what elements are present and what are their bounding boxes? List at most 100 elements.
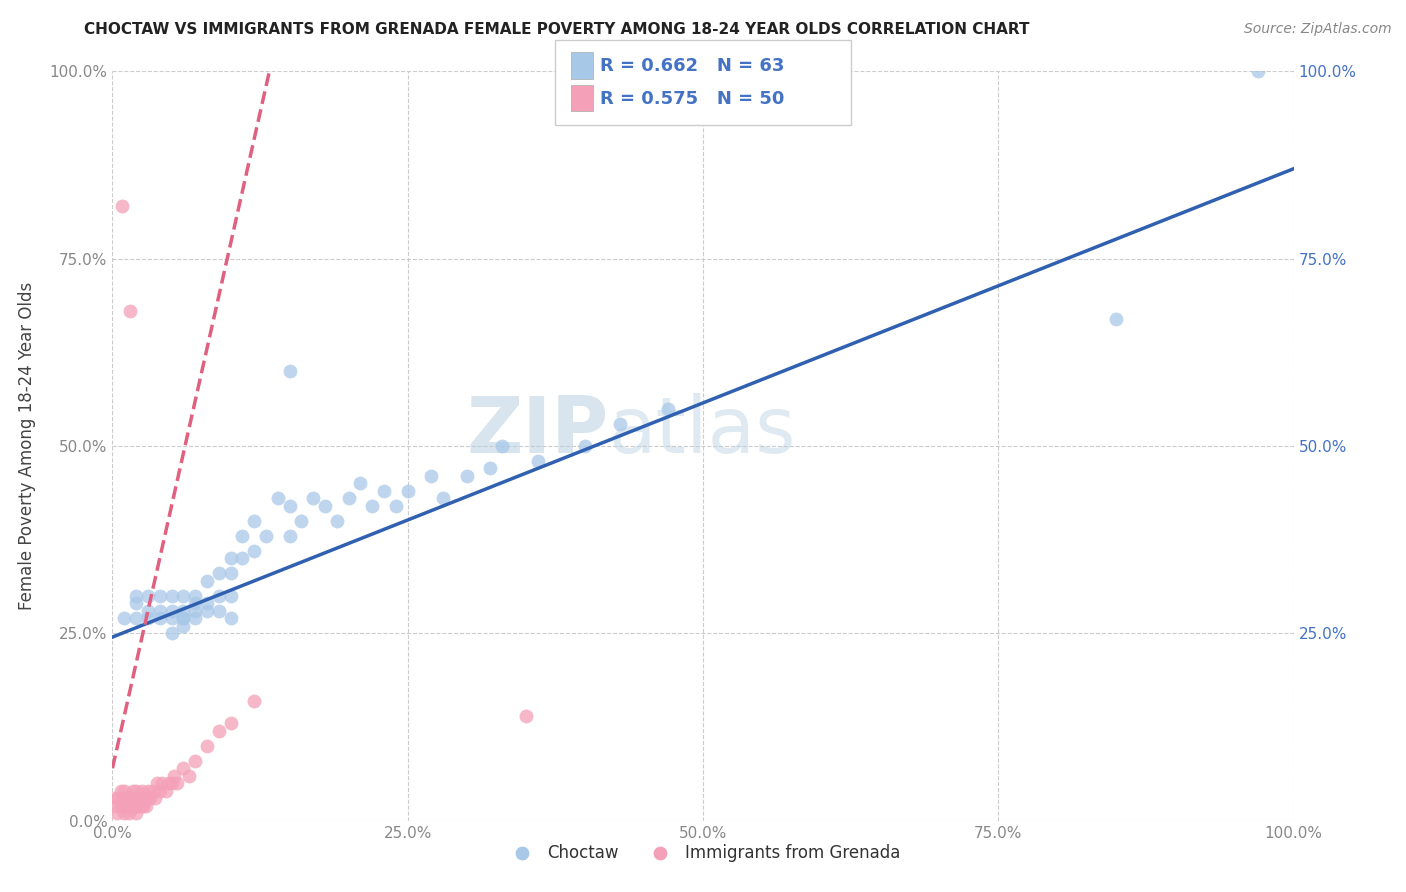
Text: ZIP: ZIP xyxy=(467,393,609,469)
Point xyxy=(160,604,183,618)
Point xyxy=(112,791,135,805)
Point xyxy=(243,694,266,708)
Point xyxy=(208,566,231,581)
Point xyxy=(160,611,183,625)
Point xyxy=(122,798,145,813)
Point xyxy=(184,754,207,768)
Point xyxy=(115,798,138,813)
Point xyxy=(172,761,194,775)
Point xyxy=(149,783,172,797)
Point xyxy=(231,529,253,543)
Point xyxy=(136,791,159,805)
Point xyxy=(254,529,277,543)
Text: R = 0.575   N = 50: R = 0.575 N = 50 xyxy=(600,90,785,108)
Point xyxy=(125,798,148,813)
Point xyxy=(149,611,172,625)
Point xyxy=(456,469,478,483)
Point xyxy=(491,439,513,453)
Point xyxy=(124,791,146,805)
Point xyxy=(184,611,207,625)
Point xyxy=(125,589,148,603)
Point xyxy=(231,551,253,566)
Point xyxy=(117,791,139,805)
Point xyxy=(172,589,194,603)
Point xyxy=(136,604,159,618)
Point xyxy=(125,611,148,625)
Point xyxy=(160,589,183,603)
Point xyxy=(136,589,159,603)
Point xyxy=(104,791,127,805)
Point xyxy=(127,798,149,813)
Point xyxy=(219,716,242,731)
Point xyxy=(146,776,169,790)
Point xyxy=(278,529,301,543)
Point xyxy=(150,776,173,790)
Point xyxy=(139,791,162,805)
Point xyxy=(219,551,242,566)
Point xyxy=(107,791,129,805)
Point xyxy=(657,401,679,416)
Point xyxy=(195,574,218,588)
Point xyxy=(128,791,150,805)
Point xyxy=(136,611,159,625)
Point xyxy=(125,783,148,797)
Point xyxy=(267,491,290,506)
Point xyxy=(112,806,135,821)
Point xyxy=(208,589,231,603)
Text: CHOCTAW VS IMMIGRANTS FROM GRENADA FEMALE POVERTY AMONG 18-24 YEAR OLDS CORRELAT: CHOCTAW VS IMMIGRANTS FROM GRENADA FEMAL… xyxy=(84,22,1029,37)
Point xyxy=(396,483,419,498)
Point xyxy=(432,491,454,506)
Point xyxy=(326,514,349,528)
Point xyxy=(302,491,325,506)
Point xyxy=(373,483,395,498)
Point xyxy=(172,611,194,625)
Point xyxy=(195,596,218,610)
Point xyxy=(172,611,194,625)
Point xyxy=(337,491,360,506)
Point xyxy=(112,798,135,813)
Point xyxy=(420,469,443,483)
Point xyxy=(385,499,408,513)
Point xyxy=(160,776,183,790)
Point xyxy=(111,199,134,213)
Point xyxy=(243,544,266,558)
Point xyxy=(361,499,384,513)
Point xyxy=(110,783,132,797)
Point xyxy=(135,798,157,813)
Point xyxy=(526,454,548,468)
Point xyxy=(208,604,231,618)
Point xyxy=(105,806,128,821)
Text: R = 0.662   N = 63: R = 0.662 N = 63 xyxy=(600,57,785,75)
Point xyxy=(120,798,142,813)
Point xyxy=(149,589,172,603)
Legend: Choctaw, Immigrants from Grenada: Choctaw, Immigrants from Grenada xyxy=(499,838,907,869)
Y-axis label: Female Poverty Among 18-24 Year Olds: Female Poverty Among 18-24 Year Olds xyxy=(18,282,35,610)
Point xyxy=(134,791,156,805)
Point xyxy=(142,783,165,797)
Text: atlas: atlas xyxy=(609,393,796,469)
Point xyxy=(479,461,502,475)
Point xyxy=(195,739,218,753)
Point xyxy=(111,798,134,813)
Point xyxy=(172,619,194,633)
Point xyxy=(160,626,183,640)
Point xyxy=(219,566,242,581)
Point xyxy=(108,798,131,813)
Point xyxy=(314,499,336,513)
Point xyxy=(184,596,207,610)
Point xyxy=(149,604,172,618)
Point xyxy=(278,364,301,378)
Point xyxy=(131,783,153,797)
Point xyxy=(120,791,142,805)
Point xyxy=(1105,311,1128,326)
Point xyxy=(125,806,148,821)
Text: Source: ZipAtlas.com: Source: ZipAtlas.com xyxy=(1244,22,1392,37)
Point xyxy=(195,604,218,618)
Point xyxy=(105,798,128,813)
Point xyxy=(609,417,631,431)
Point xyxy=(208,723,231,738)
Point xyxy=(155,783,177,797)
Point xyxy=(243,514,266,528)
Point xyxy=(515,708,537,723)
Point xyxy=(290,514,312,528)
